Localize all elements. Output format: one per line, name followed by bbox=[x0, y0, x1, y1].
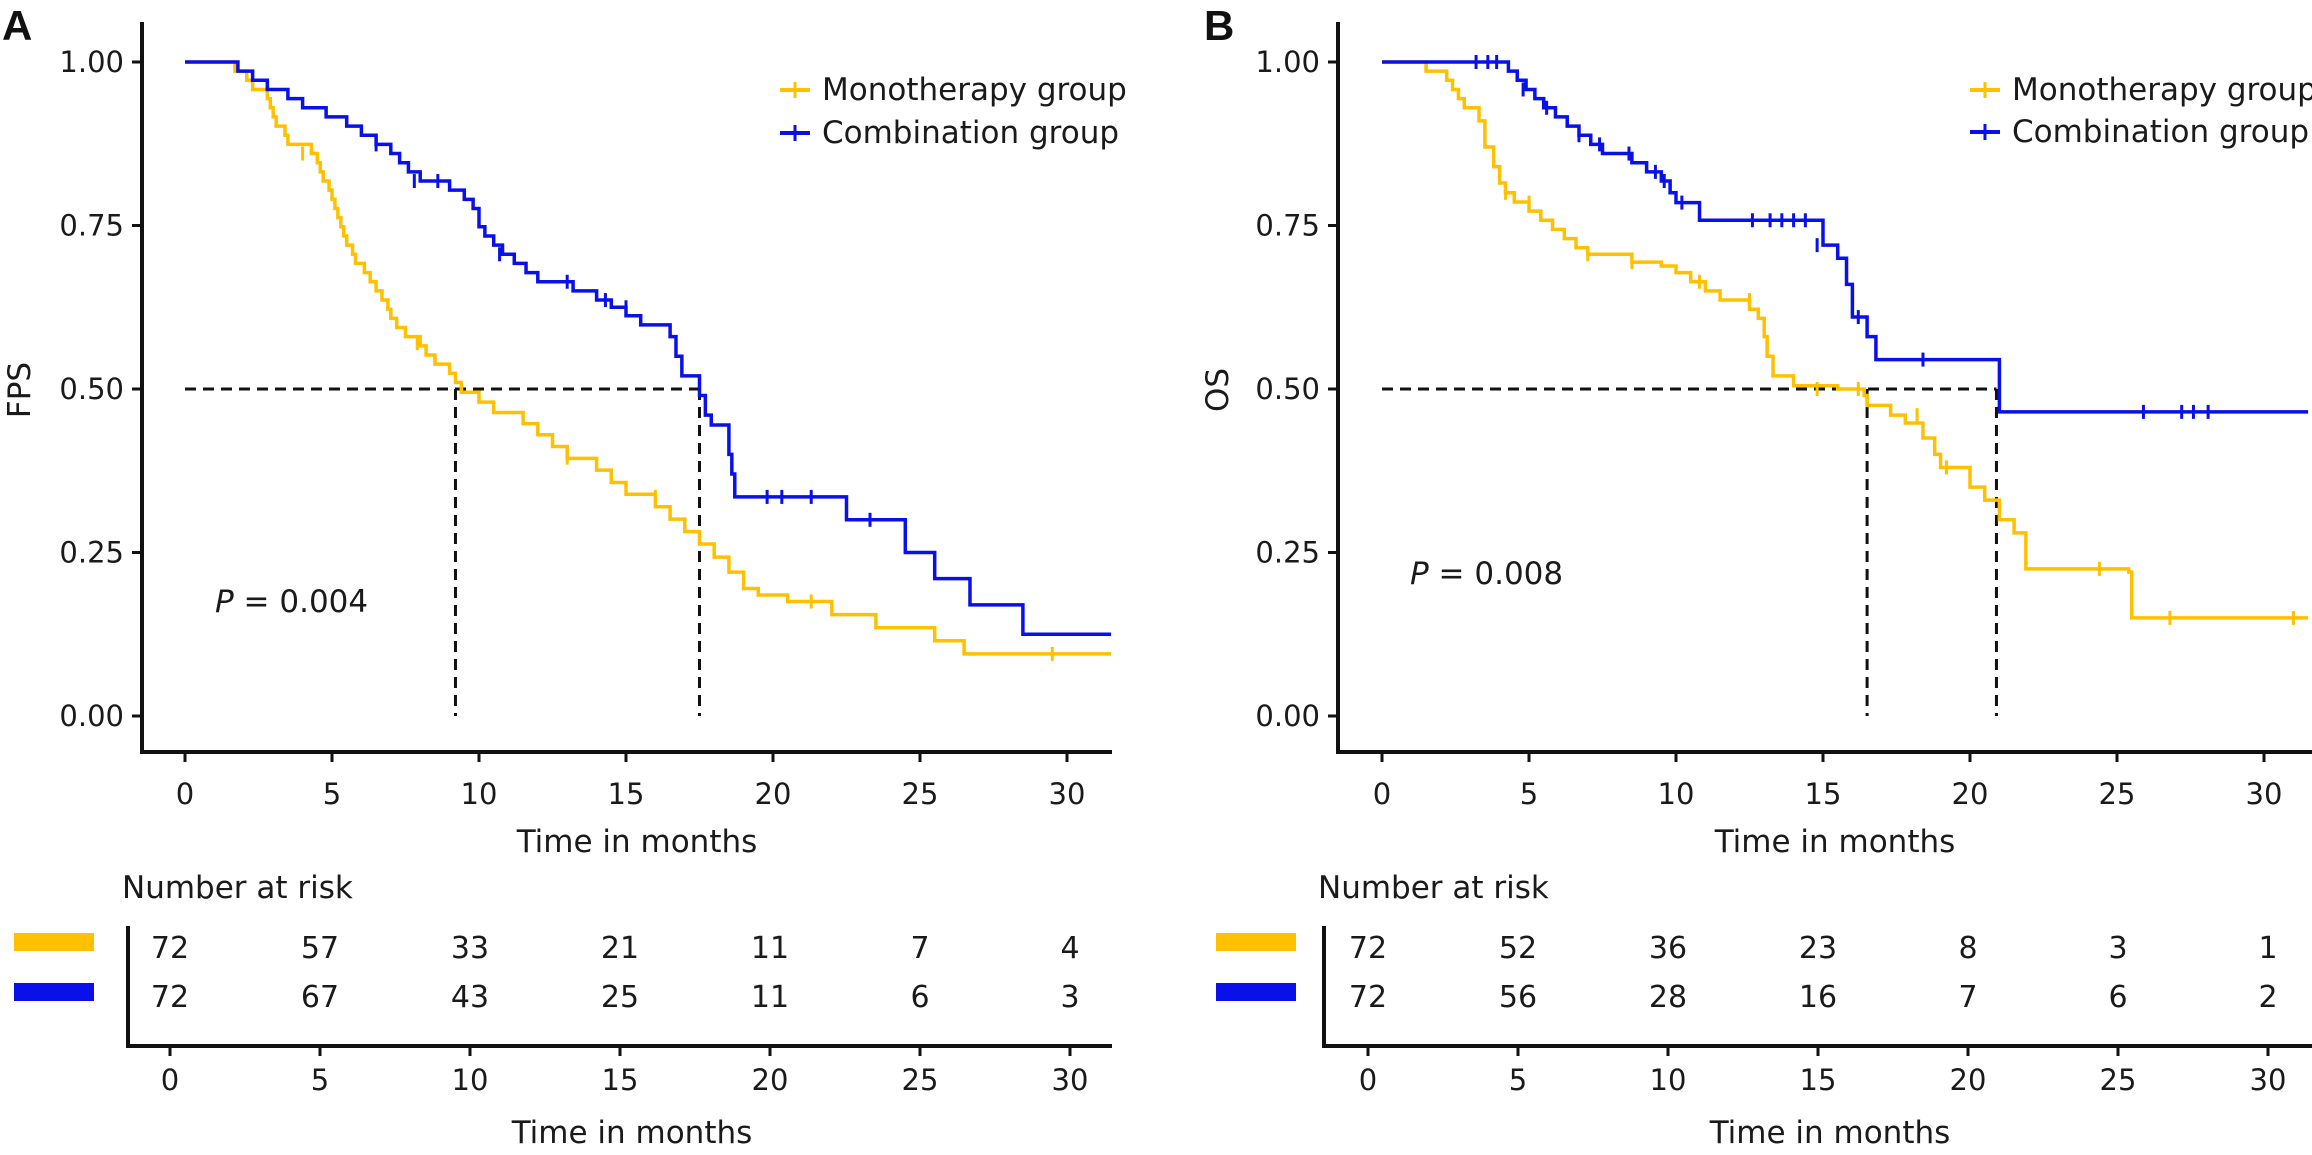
legend-label-combination: Combination group bbox=[822, 115, 1119, 151]
risk-x-tick-label: 30 bbox=[1052, 1063, 1089, 1097]
y-tick-label: 1.00 bbox=[1255, 45, 1320, 79]
x-tick-label: 25 bbox=[2099, 777, 2136, 811]
km-curve-combination bbox=[1382, 60, 2309, 414]
x-tick-label: 20 bbox=[755, 777, 792, 811]
x-tick-label: 25 bbox=[902, 777, 939, 811]
x-tick-label: 15 bbox=[608, 777, 645, 811]
y-axis-title: OS bbox=[1200, 368, 1236, 412]
km-curve-monotherapy bbox=[185, 60, 1112, 656]
risk-count-combination: 25 bbox=[601, 980, 639, 1015]
risk-count-combination: 11 bbox=[751, 980, 789, 1015]
y-axis-title: FPS bbox=[2, 362, 38, 418]
legend-label-monotherapy: Monotherapy group bbox=[822, 72, 1127, 108]
y-tick-label: 0.50 bbox=[59, 372, 124, 406]
risk-count-monotherapy: 57 bbox=[301, 931, 339, 966]
risk-table: Number at risk07272557671033431521252011… bbox=[14, 870, 1112, 1151]
risk-swatch-combination bbox=[1216, 983, 1296, 1001]
risk-x-tick-label: 25 bbox=[902, 1063, 939, 1097]
risk-table: Number at risk07272552561036281523162087… bbox=[1216, 870, 2312, 1151]
risk-table-title: Number at risk bbox=[1318, 870, 1549, 906]
y-tick-label: 0.75 bbox=[59, 209, 124, 243]
x-tick-label: 30 bbox=[1049, 777, 1086, 811]
y-tick-label: 0.25 bbox=[59, 536, 124, 570]
legend-label-combination: Combination group bbox=[2012, 114, 2309, 150]
x-tick-label: 20 bbox=[1952, 777, 1989, 811]
risk-x-axis-title: Time in months bbox=[511, 1115, 753, 1151]
risk-x-tick-label: 20 bbox=[1950, 1063, 1987, 1097]
risk-count-combination: 67 bbox=[301, 980, 339, 1015]
risk-x-tick-label: 10 bbox=[1650, 1063, 1687, 1097]
risk-count-monotherapy: 52 bbox=[1499, 931, 1537, 966]
risk-swatch-combination bbox=[14, 983, 94, 1001]
risk-count-combination: 3 bbox=[1060, 980, 1079, 1015]
risk-count-combination: 6 bbox=[2108, 980, 2127, 1015]
x-tick-label: 0 bbox=[1373, 777, 1391, 811]
risk-count-monotherapy: 7 bbox=[910, 931, 929, 966]
risk-x-tick-label: 15 bbox=[1800, 1063, 1837, 1097]
risk-count-combination: 16 bbox=[1799, 980, 1837, 1015]
risk-x-axis-title: Time in months bbox=[1709, 1115, 1951, 1151]
x-tick-label: 0 bbox=[176, 777, 194, 811]
risk-count-monotherapy: 11 bbox=[751, 931, 789, 966]
x-tick-label: 5 bbox=[323, 777, 341, 811]
risk-x-tick-label: 20 bbox=[752, 1063, 789, 1097]
risk-count-monotherapy: 23 bbox=[1799, 931, 1837, 966]
y-tick-label: 1.00 bbox=[59, 45, 124, 79]
risk-swatch-monotherapy bbox=[14, 933, 94, 951]
p-value: P = 0.004 bbox=[215, 584, 368, 620]
y-tick-label: 0.00 bbox=[59, 699, 124, 733]
risk-count-monotherapy: 8 bbox=[1958, 931, 1977, 966]
risk-count-monotherapy: 3 bbox=[2108, 931, 2127, 966]
risk-count-combination: 43 bbox=[451, 980, 489, 1015]
km-curve-combination bbox=[185, 60, 1112, 636]
risk-count-monotherapy: 4 bbox=[1060, 931, 1079, 966]
risk-count-combination: 56 bbox=[1499, 980, 1537, 1015]
risk-count-monotherapy: 21 bbox=[601, 931, 639, 966]
risk-count-monotherapy: 1 bbox=[2258, 931, 2277, 966]
x-tick-label: 10 bbox=[461, 777, 498, 811]
risk-count-monotherapy: 72 bbox=[151, 931, 189, 966]
risk-count-monotherapy: 36 bbox=[1649, 931, 1687, 966]
risk-count-combination: 7 bbox=[1958, 980, 1977, 1015]
y-tick-label: 0.50 bbox=[1255, 372, 1320, 406]
x-tick-label: 5 bbox=[1520, 777, 1538, 811]
x-tick-label: 15 bbox=[1805, 777, 1842, 811]
x-axis-title: Time in months bbox=[1714, 824, 1956, 860]
p-value: P = 0.008 bbox=[1410, 556, 1563, 592]
x-axis-title: Time in months bbox=[516, 824, 758, 860]
risk-x-tick-label: 5 bbox=[1509, 1063, 1527, 1097]
risk-swatch-monotherapy bbox=[1216, 933, 1296, 951]
x-tick-label: 30 bbox=[2246, 777, 2283, 811]
risk-x-tick-label: 30 bbox=[2250, 1063, 2287, 1097]
risk-count-monotherapy: 33 bbox=[451, 931, 489, 966]
risk-count-monotherapy: 72 bbox=[1349, 931, 1387, 966]
x-tick-label: 10 bbox=[1658, 777, 1695, 811]
risk-x-tick-label: 25 bbox=[2100, 1063, 2137, 1097]
risk-count-combination: 2 bbox=[2258, 980, 2277, 1015]
risk-count-combination: 72 bbox=[1349, 980, 1387, 1015]
legend-label-monotherapy: Monotherapy group bbox=[2012, 72, 2312, 108]
y-tick-label: 0.00 bbox=[1255, 699, 1320, 733]
risk-x-tick-label: 0 bbox=[1359, 1063, 1377, 1097]
risk-x-tick-label: 15 bbox=[602, 1063, 639, 1097]
risk-x-tick-label: 10 bbox=[452, 1063, 489, 1097]
panel-letter: A bbox=[2, 2, 32, 49]
risk-count-combination: 6 bbox=[910, 980, 929, 1015]
risk-x-tick-label: 5 bbox=[311, 1063, 329, 1097]
risk-x-tick-label: 0 bbox=[161, 1063, 179, 1097]
risk-count-combination: 72 bbox=[151, 980, 189, 1015]
panel-letter: B bbox=[1204, 2, 1234, 49]
y-tick-label: 0.25 bbox=[1255, 536, 1320, 570]
y-tick-label: 0.75 bbox=[1255, 209, 1320, 243]
risk-count-combination: 28 bbox=[1649, 980, 1687, 1015]
risk-table-title: Number at risk bbox=[122, 870, 353, 906]
